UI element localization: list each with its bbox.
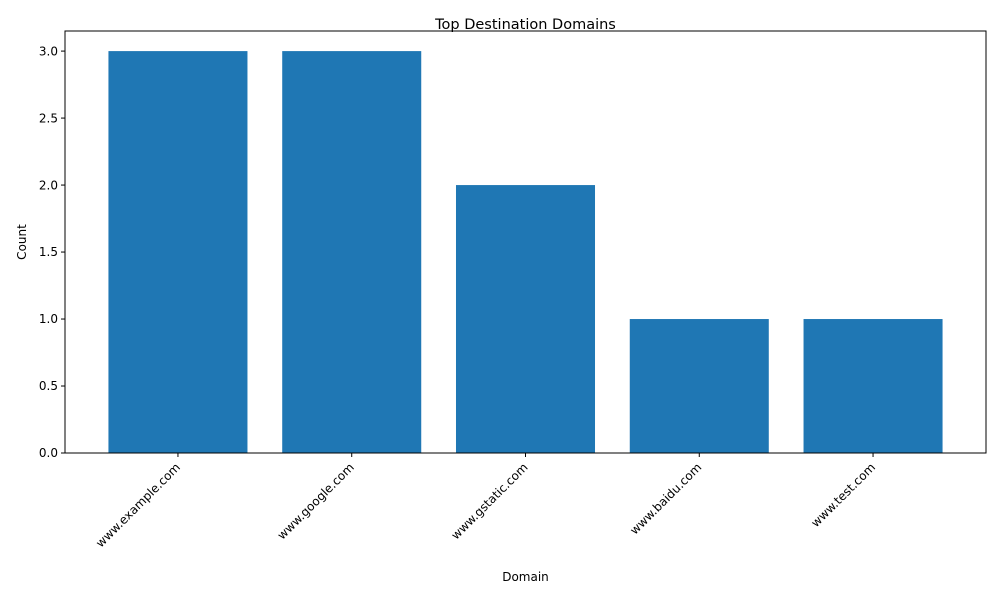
- y-tick-label: 2.5: [39, 111, 58, 125]
- bar-www-google-com: [282, 51, 422, 453]
- plot-frame: [64, 30, 987, 454]
- chart-title: Top Destination Domains: [434, 17, 616, 33]
- y-tick-label: 0.0: [39, 446, 58, 460]
- x-tick-label: www.google.com: [275, 460, 357, 542]
- bar-www-gstatic-com: [455, 185, 596, 454]
- x-tick-label: www.test.com: [808, 460, 878, 530]
- y-axis: 0.0 0.5 1.0 1.5 2.0 2.5 3.0: [39, 44, 65, 460]
- y-tick-label: 1.5: [39, 245, 58, 259]
- bar-www-example-com: [108, 51, 248, 453]
- y-tick-label: 0.5: [39, 379, 58, 393]
- x-tick-label: www.gstatic.com: [448, 460, 530, 542]
- x-tick-label: www.baidu.com: [627, 460, 704, 537]
- y-tick-label: 1.0: [39, 312, 58, 326]
- x-tick-label: www.example.com: [93, 460, 183, 550]
- y-tick-label: 2.0: [39, 178, 58, 192]
- x-axis-title: Domain: [502, 570, 549, 584]
- bar-www-baidu-com: [629, 319, 769, 453]
- y-axis-title: Count: [15, 224, 29, 260]
- bar-www-test-com: [803, 319, 943, 453]
- y-tick-label: 3.0: [39, 44, 58, 58]
- bars-layer: [108, 51, 943, 454]
- x-axis: www.example.com www.google.com www.gstatic…: [93, 453, 878, 550]
